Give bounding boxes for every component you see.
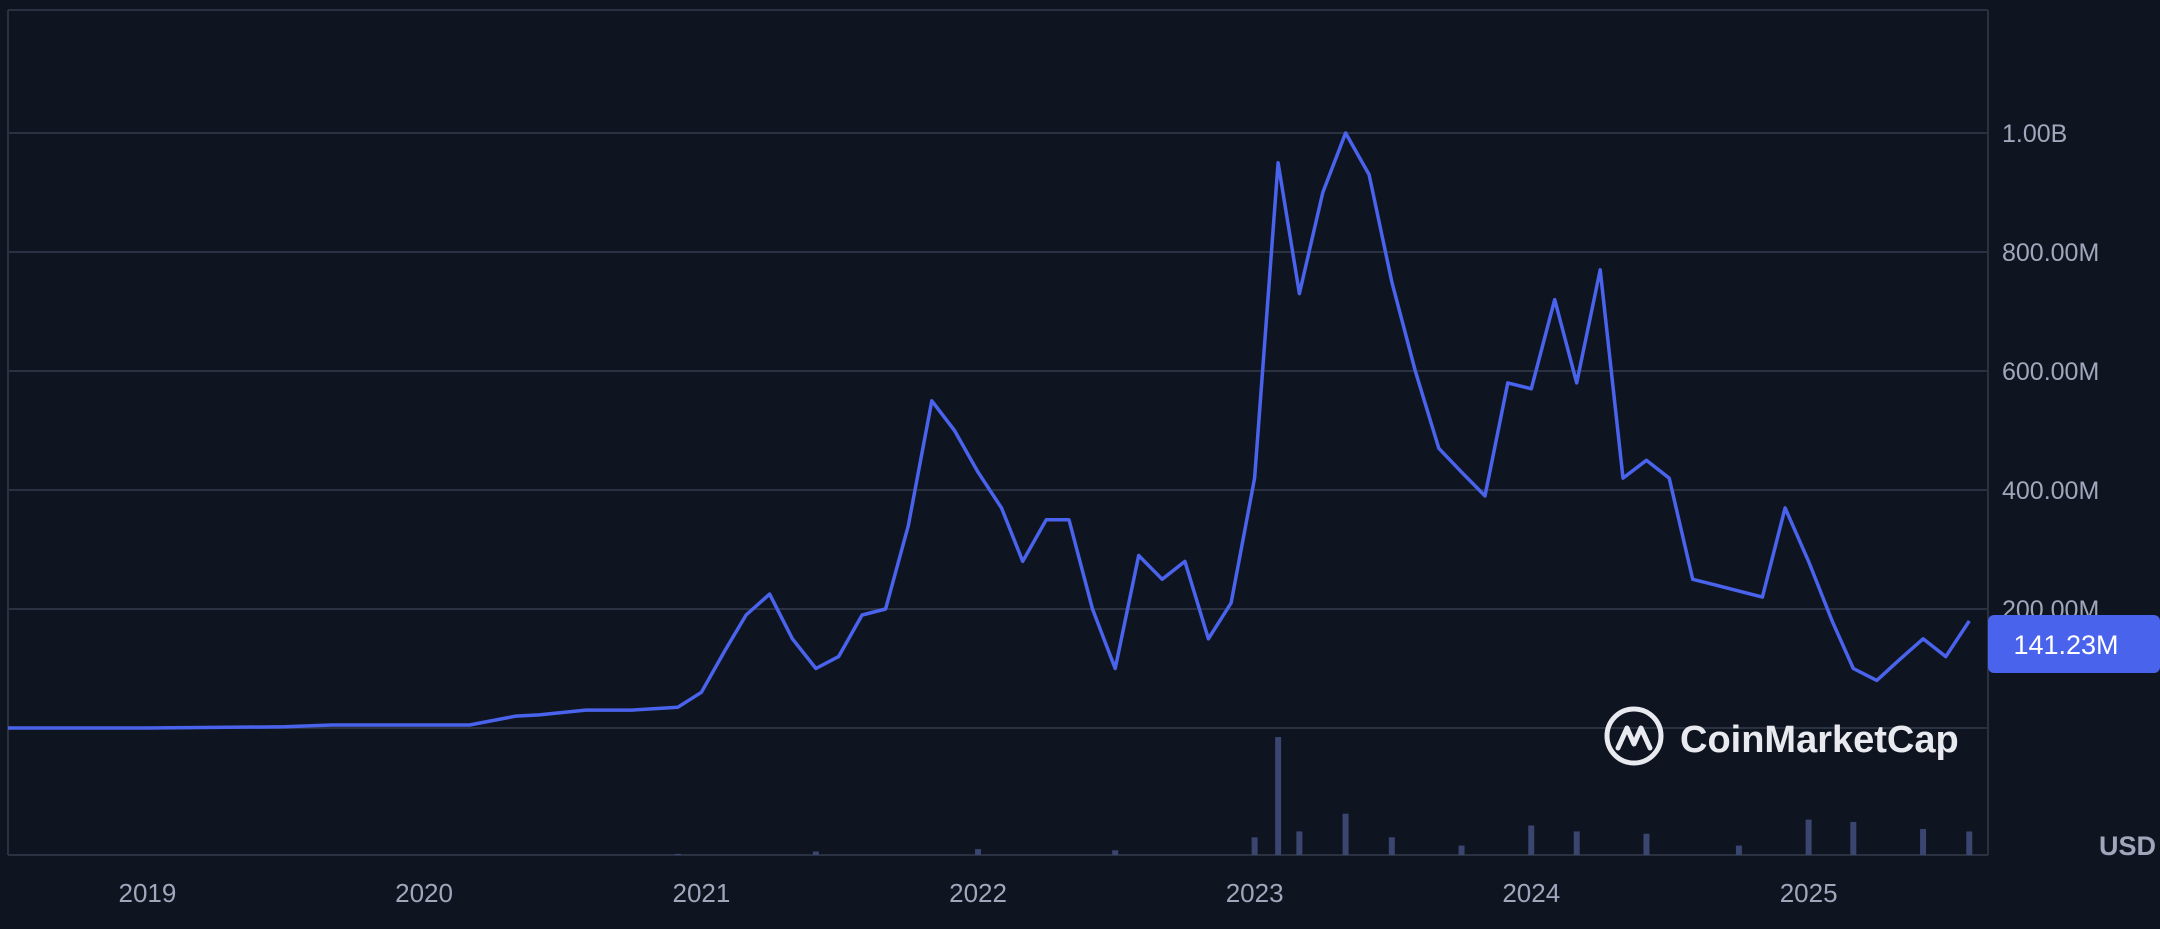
coinmarketcap-watermark: CoinMarketCap xyxy=(1604,706,1959,766)
x-tick-label: 2024 xyxy=(1502,878,1560,908)
x-tick-label: 2025 xyxy=(1780,878,1838,908)
x-axis-labels: 2019 2020 2021 2022 2023 2024 2025 xyxy=(119,878,1838,908)
grid-lines xyxy=(8,132,1988,729)
volume-bar xyxy=(1388,837,1395,855)
volume-bar xyxy=(1342,813,1349,855)
volume-bar xyxy=(1296,831,1303,855)
current-value-label: 141.23M xyxy=(2013,630,2118,660)
y-tick-label: 600.00M xyxy=(2002,358,2099,386)
volume-bar xyxy=(1251,837,1258,855)
watermark-text: CoinMarketCap xyxy=(1680,719,1959,761)
volume-bar xyxy=(1458,845,1465,855)
x-tick-label: 2022 xyxy=(949,878,1007,908)
volume-bar xyxy=(1112,850,1119,855)
volume-bar xyxy=(1643,833,1650,855)
volume-bar xyxy=(1528,825,1535,855)
volume-bar xyxy=(812,851,819,855)
x-tick-label: 2021 xyxy=(672,878,730,908)
x-tick-label: 2020 xyxy=(395,878,453,908)
plot-frame xyxy=(7,9,1989,856)
volume-bar xyxy=(674,853,681,855)
coinmarketcap-logo-icon xyxy=(1604,706,1664,766)
volume-bar xyxy=(975,849,982,855)
y-tick-label: 1.00B xyxy=(2002,120,2067,148)
y-tick-label: 400.00M xyxy=(2002,477,2099,505)
price-line-series xyxy=(8,131,1971,730)
volume-bar xyxy=(1573,831,1580,855)
currency-label: USD xyxy=(2099,831,2156,861)
current-value-badge: 141.23M xyxy=(1988,615,2160,673)
x-tick-label: 2023 xyxy=(1226,878,1284,908)
y-tick-label: 800.00M xyxy=(2002,239,2099,267)
volume-bar xyxy=(1805,819,1812,855)
volume-bar xyxy=(1966,831,1973,855)
volume-bar xyxy=(1735,845,1742,855)
x-tick-label: 2019 xyxy=(119,878,177,908)
volume-bars xyxy=(674,737,1973,855)
volume-bar xyxy=(1920,829,1927,855)
volume-bar xyxy=(1850,821,1857,855)
volume-bar xyxy=(1275,737,1282,855)
